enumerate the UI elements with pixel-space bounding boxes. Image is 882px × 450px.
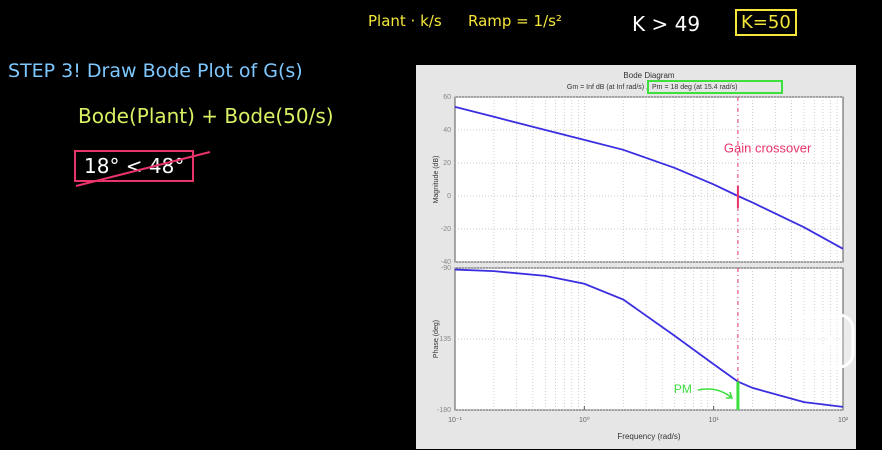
strike-line: [75, 151, 211, 187]
y-tick-label: 20: [443, 160, 451, 167]
note-bode-sum: Bode(Plant) + Bode(50/s): [78, 104, 334, 128]
note-plant: Plant · k/s: [368, 12, 442, 30]
chart-subtitle: Gm = Inf dB (at Inf rad/s) ,: [567, 84, 648, 91]
x-axis-label: Frequency (rad/s): [617, 432, 680, 441]
x-tick-label: 10⁰: [579, 416, 590, 424]
axes: [454, 96, 844, 263]
y-tick-label: -20: [441, 226, 451, 233]
note-ramp: Ramp = 1/s²: [468, 12, 562, 30]
chart-subtitle-highlight: Pm = 18 deg (at 15.4 rad/s): [652, 84, 737, 91]
bode-chart: -40 -20 0 20 40 60 Bode Diagram Gm = Inf dB (at…: [416, 65, 856, 449]
x-tick-label: 10²: [838, 417, 849, 424]
highlight-box: [647, 80, 783, 94]
annotation-arrow: [697, 388, 733, 399]
y-tick-label: 0: [447, 193, 451, 200]
play-icon[interactable]: [814, 327, 837, 355]
play-frame[interactable]: [791, 313, 855, 369]
note-k-value: K=50: [735, 9, 797, 36]
y-tick-label: -180: [437, 407, 451, 414]
y-tick-label: -40: [441, 259, 451, 266]
annotation: Gain crossover: [724, 140, 812, 155]
x-tick-label: 10¹: [709, 417, 720, 424]
note-step: STEP 3! Draw Bode Plot of G(s): [8, 60, 303, 82]
play-button[interactable]: [790, 312, 856, 370]
axes: [454, 267, 844, 411]
curve: [454, 268, 844, 408]
y-axis-label: Phase (deg): [433, 320, 440, 358]
y-tick-label: 60: [443, 94, 451, 101]
y-axis-label: Magnitude (dB): [433, 156, 440, 204]
chart-title: Bode Diagram: [623, 71, 674, 80]
x-tick-label: 10⁻¹: [448, 417, 462, 424]
annotation: PM: [674, 382, 692, 396]
y-tick-label: 40: [443, 127, 451, 134]
curve: [454, 106, 844, 250]
y-tick-label: -90: [441, 265, 451, 272]
note-comparison: 18° < 48°: [74, 150, 195, 182]
note-k-condition: K > 49: [632, 12, 701, 36]
y-tick-label: -135: [437, 336, 451, 343]
